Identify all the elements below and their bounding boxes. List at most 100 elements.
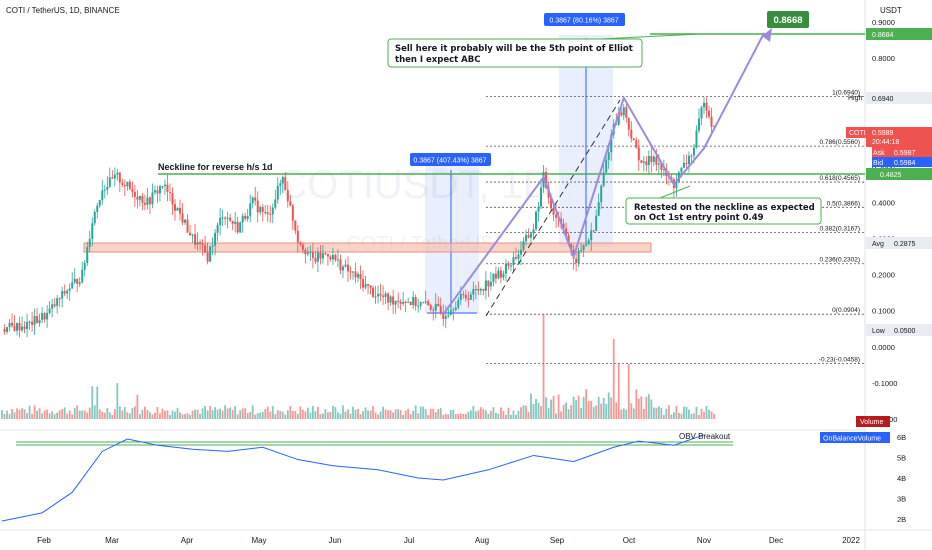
volume-bar [286,410,289,419]
price-tick-label: 0.9000 [872,18,895,27]
volume-bar [179,412,181,419]
obv-tick-label: 6B [897,433,906,442]
price-axis[interactable]: 0.90000.80000.70000.60000.50000.40000.30… [872,18,897,424]
volume-bar [708,409,710,419]
obv-tick-label: 2B [897,515,906,524]
volume-bar [580,407,583,419]
candle-body [113,174,116,179]
volume-bar [535,398,537,419]
target-badge-bg [767,11,809,28]
candle-body [354,271,357,278]
volume-bar [21,408,23,419]
volume-bar [685,406,688,419]
volume-bar [690,414,693,419]
candle-body [362,279,365,288]
candle-body [710,116,713,127]
volume-bar [585,389,588,419]
target-badge[interactable]: 0.8668 [773,15,802,26]
last-price-tag-bg [866,127,932,147]
volume-bar [627,364,630,419]
elliott-wave-path[interactable] [442,32,766,315]
volume-bar [239,410,242,419]
volume-bar [688,409,690,419]
candle-body [660,163,663,171]
volume-bar [46,409,49,419]
volume-bar [484,410,487,419]
obv-breakout-annotation[interactable]: OBV Breakout [679,432,731,441]
candle-body [191,234,194,236]
volume-bar [374,412,377,419]
candle-body [708,110,711,117]
support-zone[interactable] [83,242,652,253]
volume-bar [194,409,196,419]
volume-bar [276,410,279,419]
volume-bar [154,412,156,419]
candle-body [387,293,390,303]
volume-bar [254,414,257,419]
volume-bar [695,406,698,419]
volume-bar [41,413,44,419]
candle-body [399,301,402,304]
candle-body [575,258,578,264]
time-axis[interactable]: Feb Mar Apr May Jun Jul Aug Sep Oct Nov Dec 2022 [37,536,860,545]
candle-body [311,251,314,258]
volume-bar [502,411,505,419]
candle-body [357,274,360,278]
volume-bar [462,413,465,419]
candle-body [116,172,119,175]
candle-body [442,312,445,319]
high-level-tag: 0.6940 [872,96,894,103]
neckline-annotation[interactable]: Neckline for reverse h/s 1d [158,162,273,172]
volume-bar [637,398,640,419]
candle-body [266,212,269,214]
candle-body [622,107,625,116]
bid-tag: Bid [873,160,883,167]
avg-tag: Avg [872,241,884,248]
candle-body [96,205,99,212]
candle-body [429,305,432,310]
volume-bar [174,411,176,419]
volume-bar [550,399,552,419]
volume-bar [362,411,364,419]
candle-body [432,309,435,311]
volume-bar [562,404,565,419]
candle-body [48,308,51,313]
time-tick-label: Sep [550,536,565,545]
candle-body [467,298,470,300]
retest-note-box[interactable] [625,197,822,225]
volume-bar [181,414,184,419]
fib-retracement[interactable]: 1(0.6940) 0.786(0.5560) 0.618(0.4565) 0.5(0… [486,89,865,364]
volume-bar [1,410,3,419]
volume-bar [422,406,425,419]
volume-bar [379,411,382,419]
candle-body [101,190,104,201]
currency-label: USDT [880,6,902,15]
volume-bar [31,413,33,419]
candle-body [394,300,397,305]
candle-body [484,280,487,291]
volume-bar [454,414,457,419]
candle-body [389,296,392,303]
obv-axis[interactable]: 6B 5B 4B 3B 2B [897,433,906,524]
candle-body [196,242,199,245]
volume-bar [657,406,660,419]
volume-bar [138,414,141,419]
candle-body [705,102,708,111]
volume-bar [447,414,450,419]
candle-body [662,169,665,171]
candle-body [121,182,124,185]
volume-bar [337,412,339,419]
candle-body [289,201,292,206]
candle-body [600,185,603,203]
volume-bar [414,405,417,419]
candle-body [635,140,638,148]
fib-level-label: 0.382(0.3167) [820,226,860,233]
candle-body [595,215,598,231]
candle-body [276,185,279,200]
measure-box-1[interactable] [425,166,479,314]
trend-line-dashed[interactable] [485,99,621,317]
sell-note-box[interactable] [387,38,643,68]
volume-bar [660,407,663,419]
volume-bar [6,410,8,419]
